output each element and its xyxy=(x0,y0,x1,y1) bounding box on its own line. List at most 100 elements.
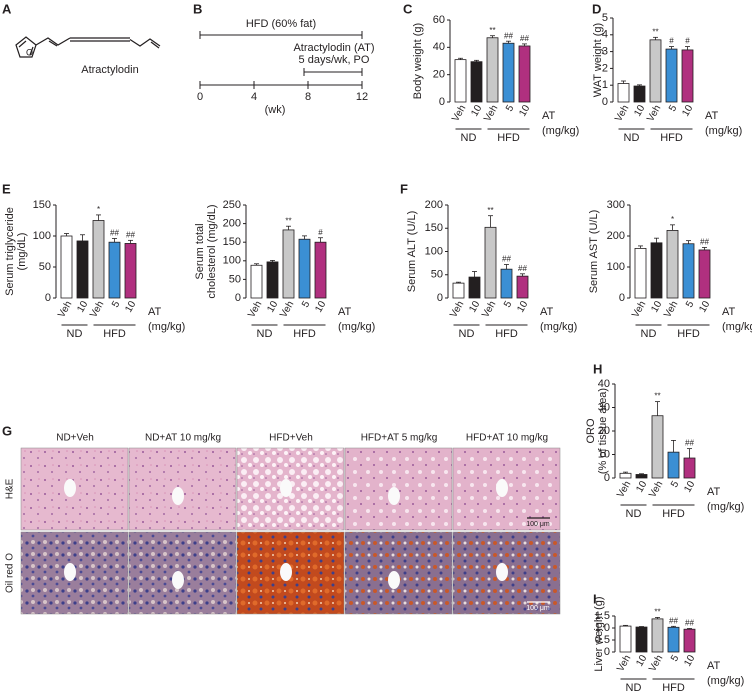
bar xyxy=(651,618,664,653)
significance: ** xyxy=(654,608,660,617)
y-tick-label: 1 xyxy=(602,79,608,91)
dose-label: AT xyxy=(705,110,719,122)
x-tick-label: Veh xyxy=(56,299,74,319)
significance: ## xyxy=(685,439,694,448)
y-tick-label: 100 xyxy=(223,255,241,267)
group-label: HFD xyxy=(495,328,518,340)
group-label: HFD xyxy=(662,682,685,694)
x-tick-label: 5 xyxy=(504,103,517,114)
x-tick-label: 10 xyxy=(123,299,138,315)
y-axis-label: (mg/dL) xyxy=(16,233,28,271)
group-label: ND xyxy=(459,328,475,340)
significance: # xyxy=(318,228,323,237)
dose-label: AT xyxy=(707,486,721,498)
y-tick-label: 0 xyxy=(45,292,51,304)
x-tick-label: Veh xyxy=(630,299,648,319)
bar xyxy=(250,264,263,299)
panel-letter: C xyxy=(403,1,413,16)
diet-label: HFD (60% fat) xyxy=(246,18,316,30)
significance: ## xyxy=(502,255,511,264)
bar xyxy=(667,626,680,653)
x-tick-label: Veh xyxy=(647,479,665,499)
bar xyxy=(633,85,646,103)
bar xyxy=(516,275,529,299)
bar xyxy=(635,626,648,653)
column-header: HFD+Veh xyxy=(269,433,313,444)
row-label: H&E xyxy=(5,478,16,499)
y-axis-label: cholesterol (mg/dL) xyxy=(206,204,218,298)
bar xyxy=(667,451,680,479)
timeline-tick-label: 4 xyxy=(251,91,257,103)
significance: # xyxy=(685,37,690,46)
panel-letter: B xyxy=(193,1,202,16)
dose-label: AT xyxy=(707,660,721,672)
chemical-structure xyxy=(15,36,161,58)
y-axis-label: Serum total xyxy=(194,223,206,279)
x-tick-label: Veh xyxy=(613,103,631,123)
significance: ## xyxy=(700,238,709,247)
y-tick-label: 250 xyxy=(223,199,241,211)
significance: ## xyxy=(110,229,119,238)
micrograph xyxy=(344,531,453,615)
panel-letter: E xyxy=(2,181,11,196)
x-tick-label: 5 xyxy=(669,479,682,490)
panel-letter: I xyxy=(593,591,597,606)
y-axis-label: Body weight (g) xyxy=(412,23,424,99)
x-tick-label: Veh xyxy=(450,103,468,123)
y-tick-label: 200 xyxy=(223,218,241,230)
x-tick-label: Veh xyxy=(482,103,500,123)
group-label: HFD xyxy=(293,328,316,340)
y-tick-label: 60 xyxy=(433,14,445,26)
x-tick-label: Veh xyxy=(88,299,106,319)
bar xyxy=(617,83,630,103)
bar xyxy=(683,457,696,479)
x-tick-label: 10 xyxy=(682,653,697,669)
group-label: ND xyxy=(624,132,640,144)
x-tick-label: 5 xyxy=(110,299,123,310)
x-tick-label: Veh xyxy=(480,299,498,319)
x-tick-label: 10 xyxy=(265,299,280,315)
x-tick-label: 10 xyxy=(469,103,484,119)
y-tick-label: 3 xyxy=(602,46,608,58)
y-tick-label: 40 xyxy=(598,378,610,390)
bar xyxy=(500,268,513,299)
x-tick-label: 10 xyxy=(649,299,664,315)
bar xyxy=(682,243,695,299)
column-header: HFD+AT 5 mg/kg xyxy=(361,433,438,444)
y-axis-label: WAT weight (g) xyxy=(592,23,604,97)
histology-grid: ND+Veh ND+AT 10 mg/kg HFD+Veh HFD+AT 5 mg/k… xyxy=(5,433,561,615)
y-tick-label: 150 xyxy=(223,236,241,248)
vessel xyxy=(64,563,76,581)
bar xyxy=(518,45,531,103)
bar xyxy=(266,261,279,299)
bar xyxy=(108,241,121,299)
x-tick-label: Veh xyxy=(278,299,296,319)
dose-label: AT xyxy=(722,306,736,318)
group-label: ND xyxy=(641,328,657,340)
y-tick-label: 50 xyxy=(431,269,443,281)
compound-name: Atractylodin xyxy=(81,64,138,76)
significance: ## xyxy=(126,230,135,239)
scale-label: 100 μm xyxy=(526,605,550,612)
significance: ** xyxy=(654,392,660,401)
y-tick-label: 50 xyxy=(39,261,51,273)
x-tick-label: Veh xyxy=(448,299,466,319)
significance: ## xyxy=(669,616,678,625)
bar xyxy=(635,474,648,479)
bar xyxy=(454,59,467,103)
x-tick-label: Veh xyxy=(246,299,264,319)
vessel xyxy=(388,571,400,589)
vessel xyxy=(280,479,292,497)
dose-unit: (mg/kg) xyxy=(705,125,742,137)
y-tick-label: 300 xyxy=(607,199,625,211)
vessel xyxy=(280,563,292,581)
y-axis-label: ORO xyxy=(585,418,597,444)
y-tick-label: 200 xyxy=(425,199,443,211)
timeline-tick-label: 8 xyxy=(305,91,311,103)
column-header: HFD+AT 10 mg/kg xyxy=(466,433,548,444)
timeline-bars xyxy=(199,31,363,86)
x-tick-label: 5 xyxy=(669,653,682,664)
group-label: ND xyxy=(257,328,273,340)
bar xyxy=(124,243,137,299)
